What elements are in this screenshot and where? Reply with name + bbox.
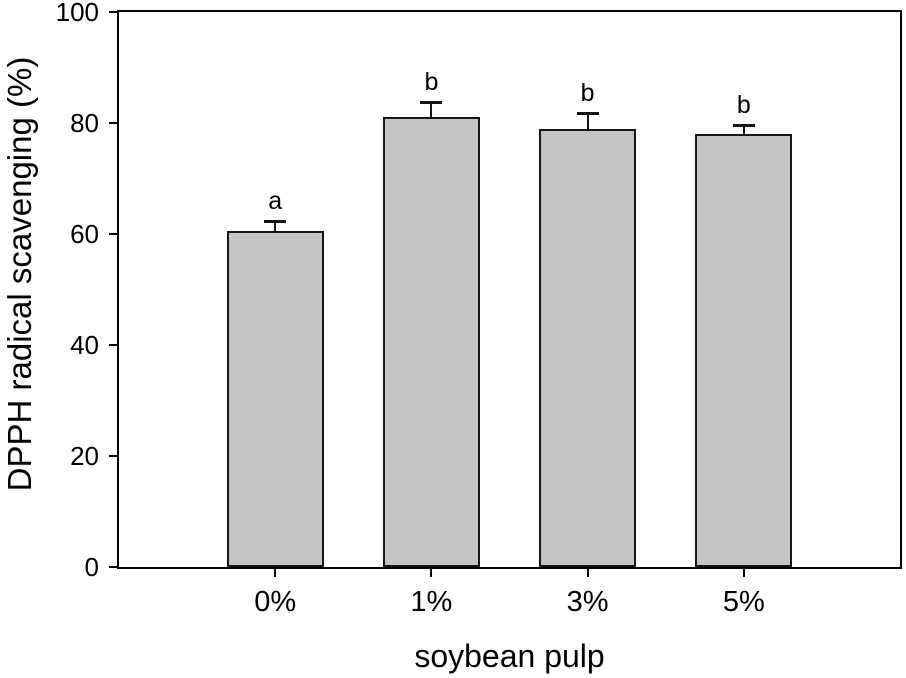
significance-letter-0%: a	[268, 187, 283, 216]
bar-0%	[226, 231, 324, 567]
error-bar-line-5%	[742, 124, 745, 137]
error-bar-line-1%	[430, 100, 433, 120]
significance-letter-1%: b	[424, 67, 439, 96]
y-axis-tick-20	[109, 455, 117, 457]
x-tick-label-5%: 5%	[722, 586, 765, 618]
y-axis-title: DPPH radical scavenging (%)	[1, 56, 38, 492]
x-tick-label-3%: 3%	[566, 586, 609, 618]
y-axis-tick-60	[109, 233, 117, 235]
y-tick-label-0: 0	[84, 552, 99, 582]
y-axis-tick-40	[109, 344, 117, 346]
error-bar-cap-5%	[732, 124, 755, 128]
significance-letter-5%: b	[736, 91, 751, 120]
x-axis-tick-5%	[742, 569, 745, 577]
bar-1%	[382, 117, 480, 567]
y-axis-tick-100	[109, 11, 117, 13]
bar-5%	[695, 134, 793, 567]
x-tick-label-1%: 1%	[410, 586, 453, 618]
y-axis-tick-0	[109, 566, 117, 568]
y-axis-tick-80	[109, 122, 117, 124]
x-axis-tick-1%	[430, 569, 433, 577]
error-bar-cap-0%	[264, 220, 287, 224]
error-bar-line-3%	[586, 111, 589, 131]
error-bar-line-0%	[274, 220, 277, 234]
plot-area: a b b b	[117, 10, 902, 569]
x-axis-tick-3%	[586, 569, 589, 577]
error-bar-cap-1%	[420, 100, 443, 104]
error-bar-cap-3%	[576, 111, 599, 115]
bar-3%	[539, 128, 637, 567]
significance-letter-3%: b	[580, 78, 595, 107]
x-axis-tick-0%	[274, 569, 277, 577]
x-tick-label-0%: 0%	[254, 586, 297, 618]
y-tick-label-100: 100	[55, 0, 99, 27]
x-axis-title: soybean pulp	[414, 638, 605, 674]
